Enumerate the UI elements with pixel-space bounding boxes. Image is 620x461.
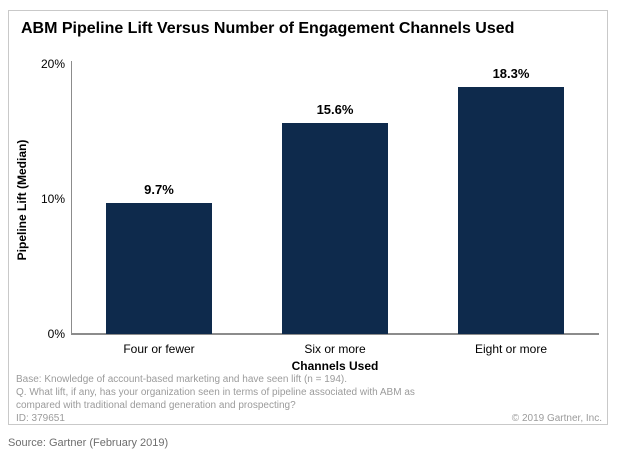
y-tick-label: 0% — [47, 327, 65, 341]
x-axis-line — [71, 333, 599, 335]
x-category-label: Eight or more — [474, 342, 548, 356]
footnote-question-line2: compared with traditional demand generat… — [16, 400, 296, 411]
x-category-label: Four or fewer — [123, 342, 195, 356]
footnote-question-line1: Q. What lift, if any, has your organizat… — [16, 387, 415, 398]
bar-value-label: 18.3% — [492, 65, 530, 81]
bar-chart-plot: Pipeline Lift (Median) 0% 10% 20% 9.7% 15.6… — [9, 11, 609, 426]
footnote-id: ID: 379651 — [16, 413, 65, 424]
y-tick-label: 10% — [40, 192, 65, 206]
bar-value-label: 15.6% — [316, 102, 354, 118]
footnote-copyright: © 2019 Gartner, Inc. — [511, 413, 602, 424]
source-line: Source: Gartner (February 2019) — [8, 437, 169, 449]
bar-value-label: 9.7% — [144, 182, 174, 198]
footnote-base: Base: Knowledge of account-based marketi… — [16, 374, 348, 385]
chart-title: ABM Pipeline Lift Versus Number of Engag… — [21, 20, 515, 37]
y-axis-line — [71, 61, 72, 334]
x-axis-title: Channels Used — [291, 359, 379, 373]
y-tick-label: 20% — [40, 57, 65, 71]
bar — [106, 203, 212, 334]
footnotes: Base: Knowledge of account-based marketi… — [16, 373, 602, 425]
x-category-label: Six or more — [304, 342, 366, 356]
chart-panel: ABM Pipeline Lift Versus Number of Engag… — [8, 10, 608, 425]
bar — [458, 86, 564, 334]
bar — [282, 123, 388, 334]
